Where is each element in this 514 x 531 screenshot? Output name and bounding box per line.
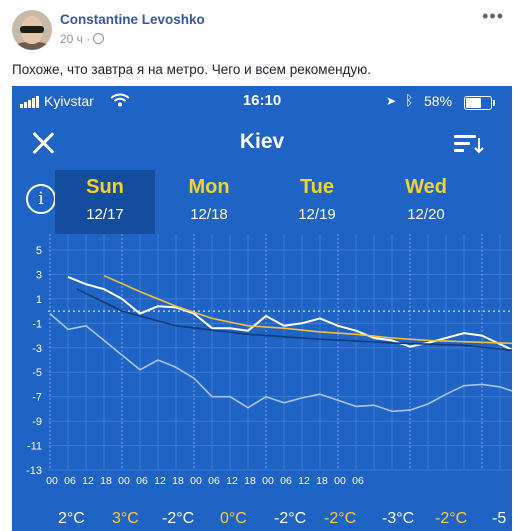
day-date: 12/19: [298, 206, 336, 223]
day-header: i Sun 12/17 Mon 12/18 Tue 12/19 Wed 12/2…: [12, 170, 512, 234]
day-tab-tue[interactable]: Tue 12/19: [263, 170, 371, 234]
signal-icon: [20, 96, 40, 108]
x-tick-label: 00: [190, 475, 202, 487]
post-header: Constantine Levoshko 20 ч · •••: [0, 0, 514, 60]
x-tick-label: 18: [244, 475, 256, 487]
x-tick-label: 18: [100, 475, 112, 487]
day-name: Sun: [86, 176, 124, 198]
day-high-temp: 3°C: [112, 510, 139, 527]
series-line: [103, 274, 512, 345]
more-options-icon[interactable]: •••: [482, 6, 504, 26]
bluetooth-icon: ᛒ: [405, 92, 414, 108]
battery-icon: [464, 96, 495, 110]
day-tab-wed[interactable]: Wed 12/20: [371, 170, 481, 234]
x-tick-label: 06: [352, 475, 364, 487]
day-tab-mon[interactable]: Mon 12/18: [155, 170, 263, 234]
day-low-temp: -2°C: [274, 510, 307, 527]
series-line: [49, 312, 512, 413]
wifi-icon: [110, 93, 130, 107]
y-tick-label: -13: [26, 465, 42, 477]
avatar-glasses: [20, 26, 44, 33]
status-time: 16:10: [242, 92, 282, 109]
y-tick-label: 3: [36, 269, 42, 281]
info-icon[interactable]: i: [26, 184, 56, 214]
sort-icon[interactable]: [454, 132, 484, 154]
day-date: 12/20: [407, 206, 445, 223]
day-date: 12/17: [86, 206, 124, 223]
avatar[interactable]: [12, 10, 52, 50]
x-tick-label: 12: [226, 475, 238, 487]
x-tick-label: 00: [262, 475, 274, 487]
x-tick-label: 06: [208, 475, 220, 487]
day-tab-sun[interactable]: Sun 12/17: [55, 170, 155, 234]
day-high-temp: -2°C: [435, 510, 468, 527]
x-tick-label: 00: [334, 475, 346, 487]
day-high-temp: -2°C: [324, 510, 357, 527]
y-tick-label: -1: [32, 318, 42, 330]
series-line: [67, 275, 512, 351]
city-title: Kiev: [239, 130, 285, 153]
day-low-temp: -5: [492, 510, 507, 527]
series-line: [76, 288, 512, 352]
post-time[interactable]: 20 ч: [60, 32, 83, 46]
day-low-temp: -2°C: [162, 510, 195, 527]
x-tick-label: 18: [172, 475, 184, 487]
y-tick-label: 5: [36, 245, 42, 257]
day-low-temp: -3°C: [382, 510, 415, 527]
day-name: Mon: [188, 176, 230, 198]
day-date: 12/18: [190, 206, 228, 223]
x-tick-label: 06: [280, 475, 292, 487]
x-tick-label: 12: [82, 475, 94, 487]
x-tick-label: 12: [154, 475, 166, 487]
day-high-temp: 0°C: [220, 510, 247, 527]
x-tick-label: 12: [298, 475, 310, 487]
nav-bar: Kiev: [12, 116, 512, 170]
post-meta: 20 ч ·: [60, 32, 105, 46]
status-bar: Kyivstar 16:10 ➤ ᛒ 58%: [12, 86, 512, 116]
y-tick-label: -3: [32, 343, 42, 355]
y-tick-label: -9: [32, 416, 42, 428]
daily-temps: 2°C 3°C -2°C 0°C -2°C -2°C -3°C -2°C -5: [12, 498, 512, 531]
author-name[interactable]: Constantine Levoshko: [60, 12, 205, 27]
x-tick-label: 06: [136, 475, 148, 487]
day-low-temp: 2°C: [58, 510, 85, 527]
x-tick-label: 00: [118, 475, 130, 487]
y-tick-label: 1: [36, 294, 42, 306]
battery-percent: 58%: [424, 93, 453, 109]
weather-screenshot: Kyivstar 16:10 ➤ ᛒ 58% Kiev i Sun 12/17 …: [12, 86, 512, 531]
avatar-shirt: [14, 42, 50, 50]
globe-icon: [93, 33, 105, 44]
y-tick-label: -5: [32, 367, 42, 379]
x-tick-label: 00: [46, 475, 58, 487]
temperature-chart: 5 3 1 -1 -3 -5 -7 -9 -11 -13 00 06 12 18 00 06 12 18 00 06 1…: [26, 234, 512, 487]
day-name: Wed: [405, 176, 447, 198]
y-tick-label: -11: [27, 441, 42, 453]
day-name: Tue: [299, 176, 335, 198]
x-tick-label: 06: [64, 475, 76, 487]
x-tick-label: 18: [316, 475, 328, 487]
location-arrow-icon: ➤: [386, 94, 397, 108]
carrier-name: Kyivstar: [44, 93, 94, 109]
post-text: Похоже, что завтра я на метро. Чего и вс…: [12, 62, 372, 77]
y-tick-label: -7: [32, 392, 42, 404]
